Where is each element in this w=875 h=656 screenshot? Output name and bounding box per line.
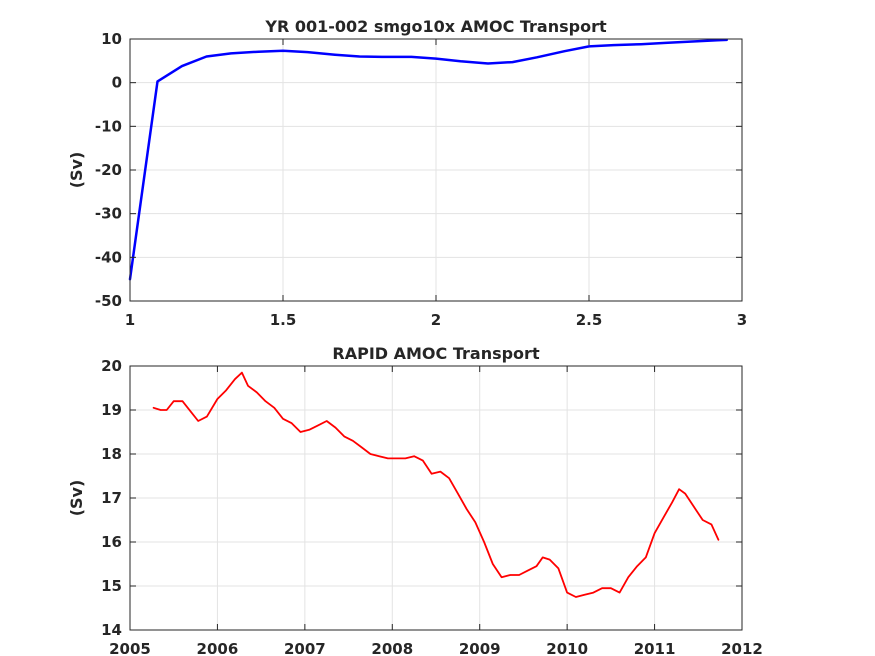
y-tick-label: 16 [101,533,122,551]
series-line [152,371,720,598]
x-tick-label: 2009 [459,640,501,656]
x-tick-label: 2007 [284,640,326,656]
y-tick-label: -30 [95,205,122,223]
bottom-panel: 2005 2006 2007 2008 2009 2010 2011 2012 20 19 18 17… [67,344,763,656]
x-tick-label: 1 [125,311,135,329]
x-tick-label: 2008 [371,640,413,656]
y-tick-label: 19 [101,401,122,419]
x-tick-label: 2006 [197,640,239,656]
y-tick-label: -10 [95,117,122,135]
y-axis-label: (Sv) [67,480,86,517]
x-tick-label: 2 [431,311,441,329]
x-tick-label: 1.5 [270,311,297,329]
x-tick-label: 2.5 [576,311,603,329]
y-tick-label: 20 [101,357,122,375]
x-tick-label: 2012 [721,640,763,656]
y-tick-label: 18 [101,445,122,463]
x-tick-label: 2005 [109,640,151,656]
chart-title: YR 001-002 smgo10x AMOC Transport [264,17,607,36]
y-tick-label: -40 [95,248,122,266]
y-tick-label: 0 [112,74,122,92]
x-tick-label: 2011 [634,640,676,656]
y-tick-label: 10 [101,30,122,48]
y-tick-label: -20 [95,161,122,179]
top-panel: 1 1.5 2 2.5 3 10 0 -10 -20 -30 -40 -50 YR 001-002 sm… [67,17,747,329]
chart-title: RAPID AMOC Transport [332,344,540,363]
y-tick-label: 14 [101,621,122,639]
series-line [128,38,728,281]
y-tick-label: 15 [101,577,122,595]
y-tick-label: 17 [101,489,122,507]
y-axis-label: (Sv) [67,152,86,189]
y-tick-label: -50 [95,292,122,310]
x-tick-label: 2010 [546,640,588,656]
x-tick-label: 3 [737,311,747,329]
